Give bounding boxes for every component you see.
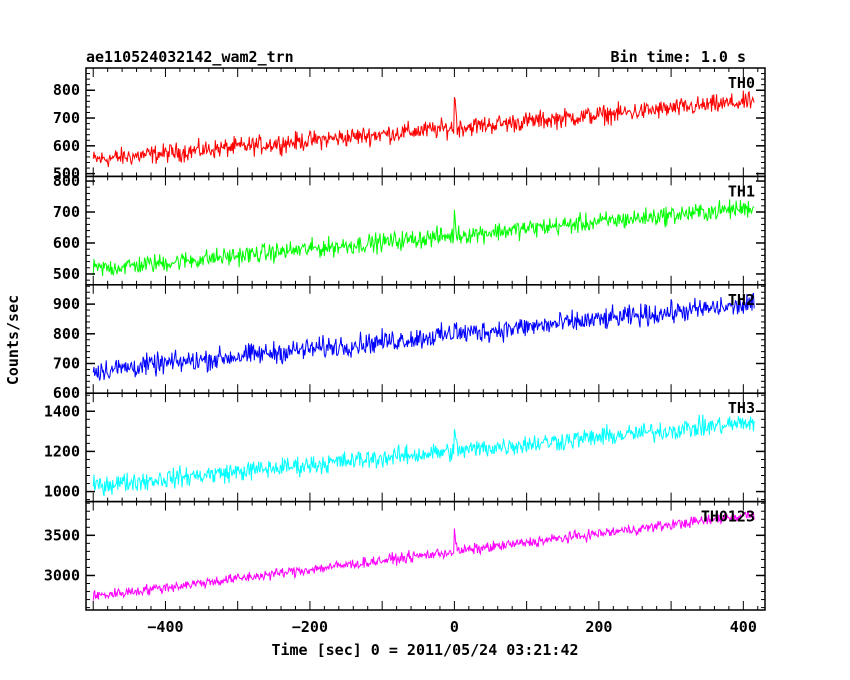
y-tick-label: 700 <box>53 355 80 373</box>
series-line-th2 <box>92 292 755 381</box>
x-tick-label: 200 <box>585 618 612 636</box>
y-tick-label: 500 <box>53 165 80 183</box>
x-axis-label: Time [sec] 0 = 2011/05/24 03:21:42 <box>271 641 578 659</box>
series-line-th0123 <box>92 510 755 601</box>
series-label-th0123: TH0123 <box>701 508 755 526</box>
series-label-th3: TH3 <box>728 399 755 417</box>
panel-th3: 1000 1200 1400 TH3 <box>44 392 766 503</box>
x-tick-label: −200 <box>292 618 328 636</box>
panel-frame <box>85 392 766 503</box>
y-tick-label: 3000 <box>44 566 80 584</box>
chart-title: ae110524032142_wam2_trn <box>86 48 294 66</box>
x-tick-label: 0 <box>450 618 459 636</box>
panel-th0: 500 600 700 800 TH0 <box>53 67 766 183</box>
y-tick-label: 700 <box>53 203 80 221</box>
panel-th2: 600 700 800 900 TH2 <box>53 284 766 402</box>
x-tick-label: 400 <box>730 618 757 636</box>
panel-frame <box>85 175 766 286</box>
series-label-th1: TH1 <box>728 182 755 200</box>
chart-subtitle: Bin time: 1.0 s <box>611 48 746 66</box>
y-tick-label: 1200 <box>44 442 80 460</box>
panels: 500 600 700 800 TH0 500 600 700 800 TH1 600 700 800 9… <box>44 67 766 611</box>
series-line-th1 <box>92 199 755 277</box>
x-axis: −400 −200 0 200 400 <box>147 618 756 636</box>
y-tick-label: 800 <box>53 81 80 99</box>
y-tick-label: 3500 <box>44 526 80 544</box>
y-tick-label: 900 <box>53 295 80 313</box>
series-label-th0: TH0 <box>728 74 755 92</box>
series-label-th2: TH2 <box>728 291 755 309</box>
y-tick-label: 800 <box>53 172 80 190</box>
y-tick-label: 800 <box>53 325 80 343</box>
y-tick-label: 1400 <box>44 402 80 420</box>
y-tick-label: 600 <box>53 137 80 155</box>
panel-th1: 500 600 700 800 TH1 <box>53 172 766 286</box>
y-axis-label: Counts/sec <box>4 295 22 385</box>
y-tick-label: 1000 <box>44 483 80 501</box>
series-line-th3 <box>92 414 755 497</box>
y-tick-label: 500 <box>53 265 80 283</box>
x-tick-label: −400 <box>147 618 183 636</box>
panel-th0123: 3000 3500 TH0123 <box>44 500 766 611</box>
y-tick-label: 700 <box>53 109 80 127</box>
y-tick-label: 600 <box>53 234 80 252</box>
y-tick-label: 600 <box>53 384 80 402</box>
series-line-th0 <box>92 90 755 168</box>
